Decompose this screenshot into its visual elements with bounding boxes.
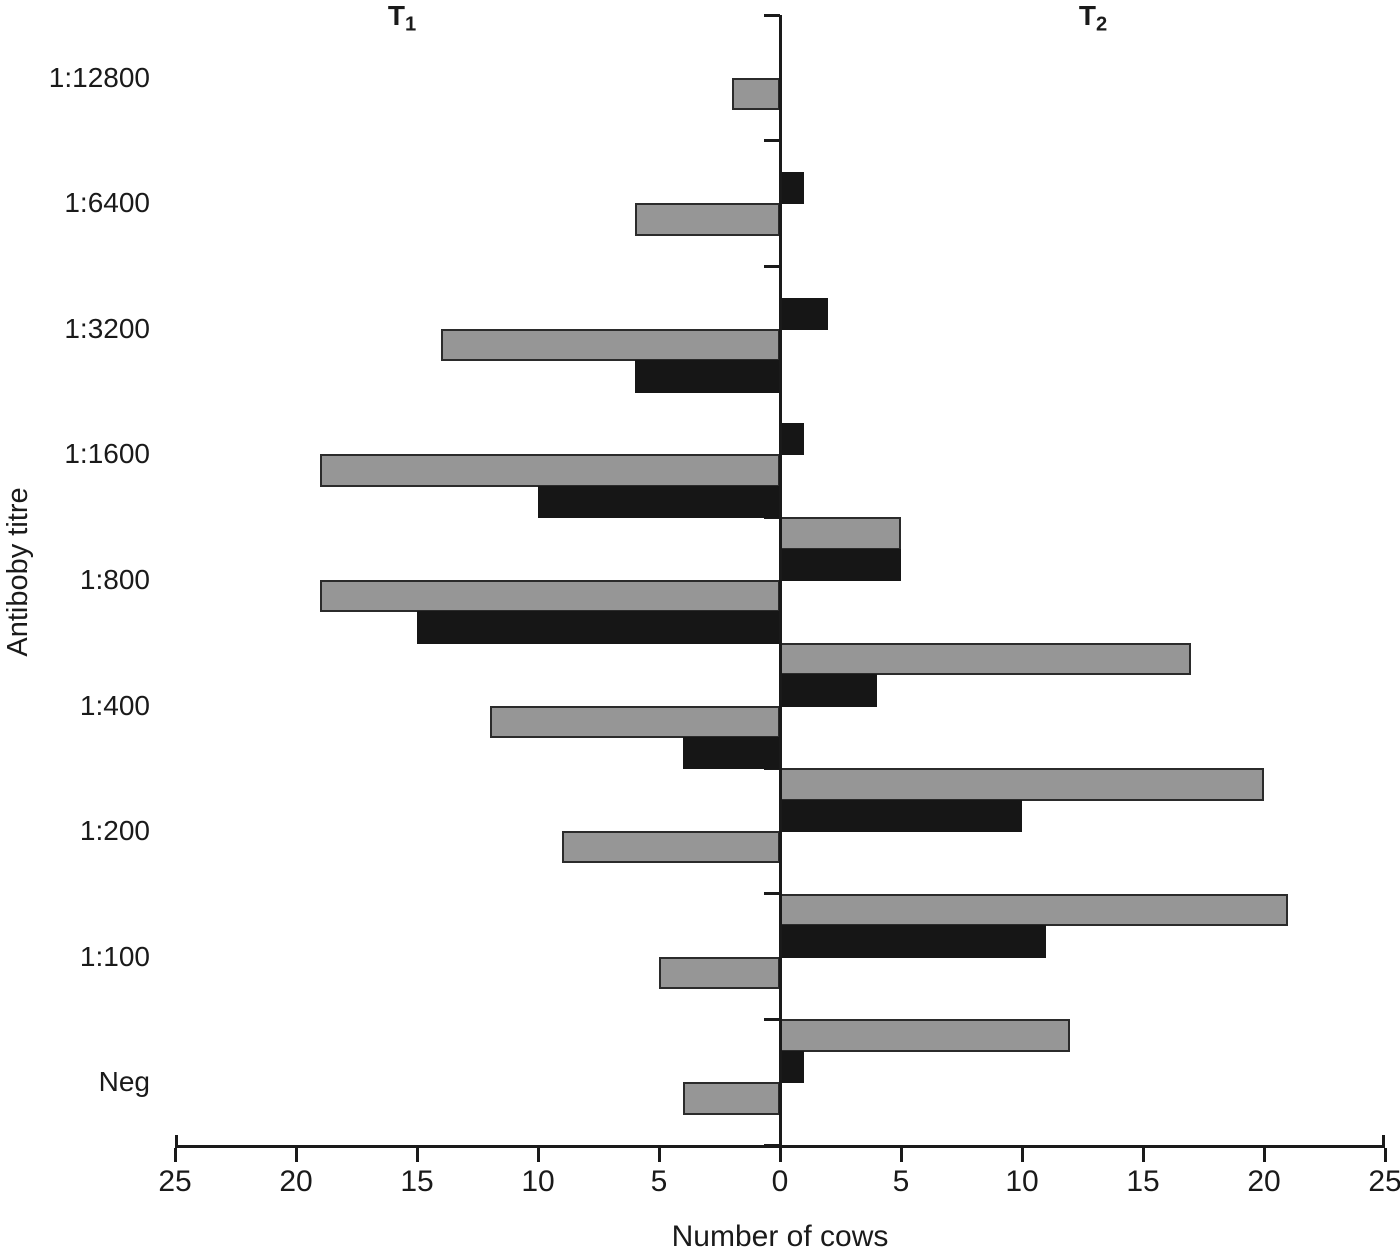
- x-axis-tick: [1262, 1148, 1266, 1162]
- bar-t2-gray: [780, 642, 1192, 676]
- bar-t2-black: [780, 925, 1047, 958]
- bar-t1-gray: [441, 328, 780, 362]
- bar-t1-gray: [562, 831, 780, 864]
- center-axis-tick: [764, 13, 780, 17]
- x-axis-tick: [294, 1148, 298, 1162]
- y-category-label: 1:400: [79, 689, 150, 721]
- x-axis-tick: [657, 1148, 661, 1162]
- y-category-label: 1:100: [79, 940, 150, 972]
- bar-t1-gray: [489, 705, 780, 738]
- y-category-label: Neg: [98, 1066, 150, 1098]
- x-tick-label: 25: [158, 1165, 192, 1198]
- bar-t1-gray: [320, 454, 780, 487]
- x-tick-label: 15: [1126, 1165, 1160, 1198]
- center-axis-tick: [764, 892, 780, 896]
- bar-t1-gray: [320, 580, 780, 613]
- y-category-label: 1:1600: [64, 438, 150, 470]
- x-axis-endcap-right: [1382, 1135, 1385, 1145]
- x-tick-label: 0: [771, 1165, 789, 1198]
- y-category-label: 1:12800: [48, 61, 150, 93]
- x-axis-tick: [1383, 1148, 1387, 1162]
- bar-t1-gray: [634, 203, 780, 236]
- bar-t2-black: [780, 423, 805, 456]
- x-axis-tick: [415, 1148, 419, 1162]
- x-axis-tick: [536, 1148, 540, 1162]
- bar-t2-gray: [780, 1019, 1071, 1052]
- x-tick-label: 10: [521, 1165, 555, 1198]
- bar-t1-gray: [731, 77, 780, 111]
- x-axis-tick: [1020, 1148, 1024, 1162]
- bar-t2-black: [780, 297, 829, 330]
- center-axis-tick: [764, 1017, 780, 1021]
- x-axis-tick: [1141, 1148, 1145, 1162]
- y-category-label: 1:6400: [64, 187, 150, 219]
- x-axis-title: Number of cows: [671, 1220, 889, 1253]
- x-tick-label: 20: [279, 1165, 313, 1198]
- bar-t1-gray: [683, 1082, 780, 1115]
- center-axis-tick: [764, 139, 780, 143]
- x-axis-endcap-left: [175, 1135, 178, 1145]
- bar-t1-gray: [659, 956, 780, 990]
- bar-t2-gray: [780, 768, 1264, 801]
- t2-subscript: 2: [1095, 13, 1108, 36]
- x-tick-label: 10: [1005, 1165, 1039, 1198]
- y-category-label: 1:3200: [64, 312, 150, 344]
- bar-t1-black: [417, 611, 780, 644]
- t1-subscript: 1: [404, 13, 417, 36]
- x-tick-label: 25: [1368, 1165, 1400, 1198]
- y-category-label: 1:200: [79, 815, 150, 847]
- bar-t2-black: [780, 1050, 805, 1084]
- x-axis-tick: [173, 1148, 177, 1162]
- t1-base: T: [387, 0, 405, 31]
- y-category-label: 1:800: [79, 564, 150, 595]
- bar-t2-black: [780, 674, 877, 707]
- x-tick-label: 20: [1247, 1165, 1281, 1198]
- bar-t1-black: [634, 360, 780, 393]
- bar-t1-black: [538, 485, 780, 519]
- chart-title-right-t2: T2: [1079, 0, 1107, 37]
- x-tick-label: 5: [892, 1165, 910, 1198]
- bar-t2-black: [780, 799, 1022, 833]
- x-tick-label: 5: [650, 1165, 668, 1198]
- x-axis-tick: [899, 1148, 903, 1162]
- bar-t2-gray: [780, 517, 901, 550]
- x-axis-tick: [778, 1148, 782, 1162]
- chart-title-left-t1: T1: [388, 0, 416, 37]
- center-axis-tick: [764, 1143, 780, 1147]
- bar-t2-black: [780, 171, 805, 205]
- center-axis-tick: [764, 264, 780, 268]
- center-axis-line: [778, 15, 782, 1145]
- bar-t2-black: [780, 548, 901, 581]
- t2-base: T: [1078, 0, 1096, 31]
- bar-t1-black: [683, 736, 780, 770]
- x-tick-label: 15: [400, 1165, 434, 1198]
- x-axis-line: [175, 1145, 1385, 1148]
- bar-t2-gray: [780, 893, 1289, 927]
